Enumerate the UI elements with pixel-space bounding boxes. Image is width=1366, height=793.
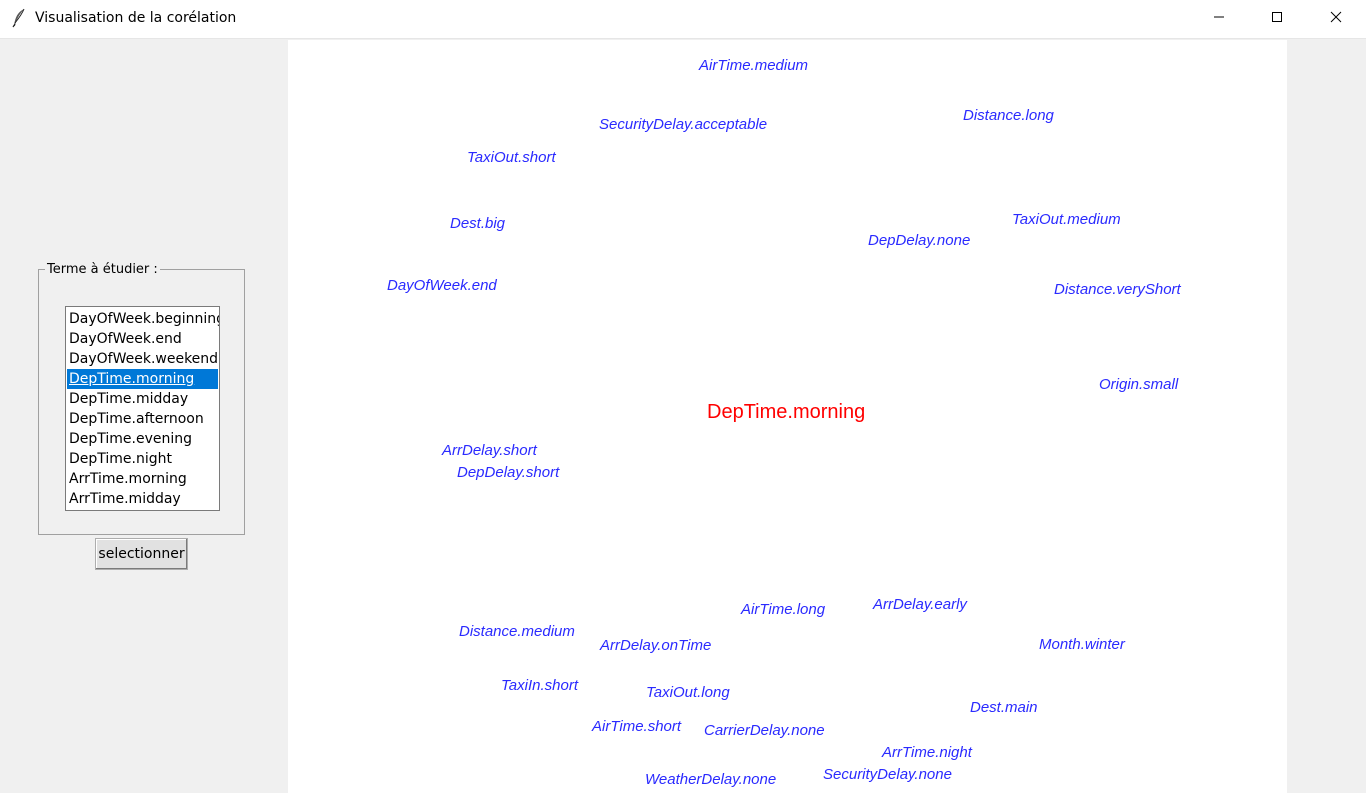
correlated-term: Distance.long bbox=[963, 107, 1054, 124]
term-fieldset-legend: Terme à étudier : bbox=[45, 262, 160, 277]
correlated-term: TaxiOut.long bbox=[646, 684, 730, 701]
correlated-term: Origin.small bbox=[1099, 376, 1179, 393]
select-button[interactable]: selectionner bbox=[95, 538, 188, 570]
correlated-term: ArrDelay.onTime bbox=[600, 637, 712, 654]
correlated-term: TaxiOut.medium bbox=[1012, 211, 1121, 228]
minimize-button[interactable] bbox=[1190, 0, 1248, 38]
correlated-term: TaxiOut.short bbox=[467, 149, 556, 166]
correlated-term: AirTime.short bbox=[592, 718, 682, 735]
list-item[interactable]: DepTime.evening bbox=[69, 431, 193, 447]
list-item[interactable]: ArrTime.morning bbox=[69, 471, 187, 487]
close-icon bbox=[1330, 10, 1342, 28]
list-item[interactable]: DepTime.night bbox=[69, 451, 173, 467]
correlated-term: Dest.main bbox=[970, 699, 1038, 716]
correlated-term: DepDelay.short bbox=[457, 464, 560, 481]
correlated-term: WeatherDelay.none bbox=[645, 771, 777, 788]
correlated-term: DepDelay.none bbox=[868, 232, 971, 249]
correlated-term: TaxiIn.short bbox=[501, 677, 578, 694]
term-listbox[interactable]: DayOfWeek.beginning DayOfWeek.end DayOfW… bbox=[65, 306, 220, 511]
correlated-term: ArrDelay.short bbox=[442, 442, 537, 459]
minimize-icon bbox=[1213, 10, 1225, 28]
center-term: DepTime.morning bbox=[707, 401, 866, 423]
correlation-canvas: DepTime.morning AirTime.medium SecurityD… bbox=[288, 40, 1287, 793]
list-item[interactable]: DepTime.midday bbox=[69, 391, 189, 407]
correlated-term: SecurityDelay.acceptable bbox=[599, 116, 768, 133]
list-item-selected[interactable]: DepTime.morning bbox=[67, 369, 218, 389]
close-button[interactable] bbox=[1307, 0, 1365, 38]
list-item[interactable]: DayOfWeek.weekend bbox=[69, 351, 219, 367]
list-item[interactable]: DayOfWeek.beginning bbox=[69, 311, 220, 327]
correlated-term: Dest.big bbox=[450, 215, 506, 232]
window-title: Visualisation de la corélation bbox=[35, 10, 237, 26]
correlated-term: ArrTime.night bbox=[882, 744, 972, 761]
correlated-term: Distance.veryShort bbox=[1054, 281, 1181, 298]
correlated-term: AirTime.long bbox=[741, 601, 826, 618]
correlated-term: AirTime.medium bbox=[699, 57, 809, 74]
correlated-term: Distance.medium bbox=[459, 623, 575, 640]
correlated-term: DayOfWeek.end bbox=[387, 277, 497, 294]
correlated-term: ArrDelay.early bbox=[873, 596, 967, 613]
title-bar: Visualisation de la corélation bbox=[0, 0, 1366, 39]
maximize-icon bbox=[1271, 10, 1283, 28]
maximize-button[interactable] bbox=[1248, 0, 1306, 38]
list-item[interactable]: DayOfWeek.end bbox=[69, 331, 182, 347]
correlated-term: SecurityDelay.none bbox=[823, 766, 952, 783]
correlated-term: CarrierDelay.none bbox=[704, 722, 825, 739]
list-item[interactable]: ArrTime.midday bbox=[69, 491, 181, 507]
correlated-term: Month.winter bbox=[1039, 636, 1125, 653]
feather-icon bbox=[10, 8, 28, 28]
list-item[interactable]: DepTime.afternoon bbox=[69, 411, 204, 427]
